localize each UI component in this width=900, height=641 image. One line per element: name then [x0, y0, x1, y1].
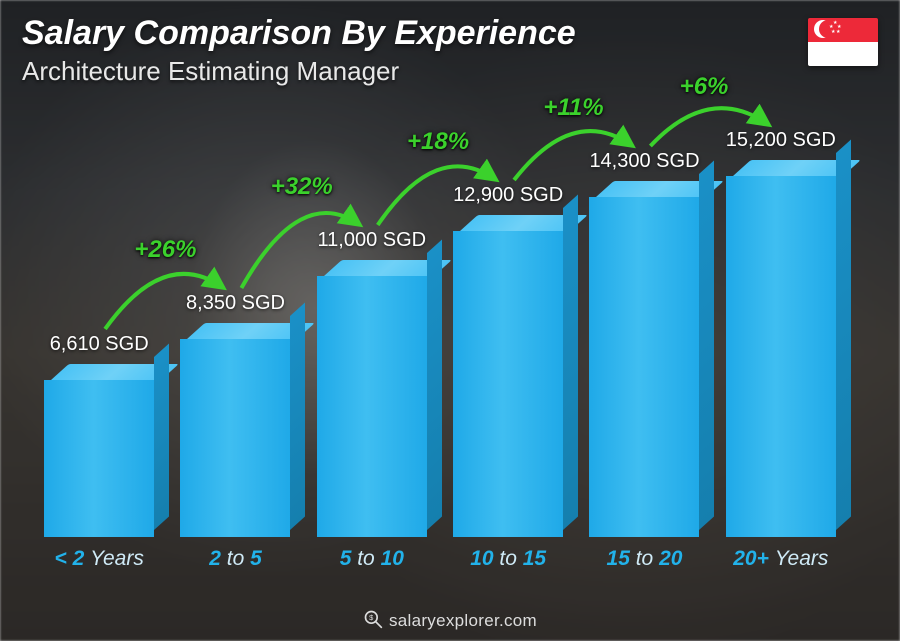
country-flag-singapore: ★ ★ ★ ★ ★ — [808, 18, 878, 66]
infographic-container: Salary Comparison By Experience Architec… — [0, 0, 900, 641]
flag-top-stripe: ★ ★ ★ ★ ★ — [808, 18, 878, 42]
bar-value-label: 12,900 SGD — [453, 184, 563, 207]
flag-star-icon: ★ — [836, 30, 840, 35]
x-axis-label: 15 to 20 — [585, 547, 703, 571]
bar-3d — [317, 260, 427, 537]
bar-value-label: 6,610 SGD — [50, 333, 149, 356]
bar-side-face — [290, 302, 305, 530]
x-axis-labels: < 2 Years 2 to 5 5 to 10 10 to 15 15 to 20 20… — [30, 547, 850, 571]
logo-icon: $ — [363, 609, 383, 629]
bar-front-face — [44, 380, 154, 537]
bar-value-label: 11,000 SGD — [318, 229, 427, 252]
growth-percent-label: +6% — [680, 73, 729, 101]
bar-side-face — [836, 139, 851, 530]
bar-front-face — [317, 276, 427, 537]
bar-side-face — [699, 160, 714, 530]
x-axis-label: 20+ Years — [722, 547, 840, 571]
bar-front-face — [726, 176, 836, 537]
bar-3d — [180, 323, 290, 537]
bar-column: 12,900 SGD — [449, 184, 567, 537]
footer: $ salaryexplorer.com — [0, 609, 900, 631]
bar-front-face — [453, 231, 563, 537]
bar-chart: 6,610 SGD 8,350 SGD 11,000 SGD 12,900 SGD 14… — [30, 101, 850, 571]
bar-side-face — [427, 239, 442, 530]
bar-value-label: 14,300 SGD — [589, 150, 699, 173]
bar-column: 8,350 SGD — [176, 292, 294, 537]
bar-value-label: 8,350 SGD — [186, 292, 285, 315]
bar-3d — [44, 364, 154, 537]
bar-group: 6,610 SGD 8,350 SGD 11,000 SGD 12,900 SGD 14… — [30, 107, 850, 537]
bar-3d — [453, 215, 563, 537]
svg-text:$: $ — [369, 613, 374, 622]
bar-side-face — [154, 343, 169, 530]
x-axis-label: < 2 Years — [40, 547, 158, 571]
chart-title: Salary Comparison By Experience — [22, 14, 576, 53]
bar-column: 6,610 SGD — [40, 333, 158, 537]
bar-column: 14,300 SGD — [585, 150, 703, 537]
flag-bottom-stripe — [808, 42, 878, 66]
bar-3d — [589, 181, 699, 537]
bar-column: 15,200 SGD — [722, 129, 840, 537]
bar-value-label: 15,200 SGD — [726, 129, 836, 152]
bar-front-face — [589, 197, 699, 537]
footer-text: salaryexplorer.com — [389, 611, 537, 630]
x-axis-label: 2 to 5 — [176, 547, 294, 571]
chart-subtitle: Architecture Estimating Manager — [22, 56, 399, 87]
bar-side-face — [563, 194, 578, 530]
x-axis-label: 5 to 10 — [313, 547, 431, 571]
bar-front-face — [180, 339, 290, 537]
flag-star-icon: ★ — [831, 30, 835, 35]
bar-3d — [726, 160, 836, 537]
bar-column: 11,000 SGD — [313, 229, 431, 537]
x-axis-label: 10 to 15 — [449, 547, 567, 571]
